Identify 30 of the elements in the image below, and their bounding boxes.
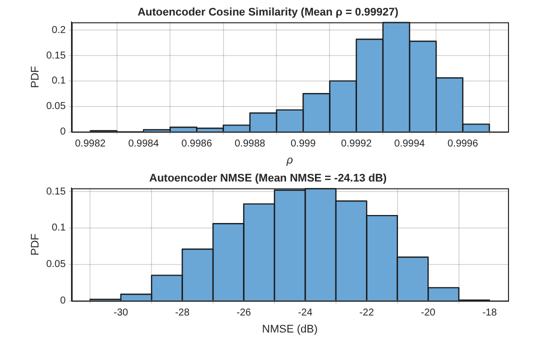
- y-tick-label: 0.15: [46, 186, 66, 198]
- x-tick-label: -30: [114, 308, 128, 319]
- x-tick-label: 0.9982: [74, 138, 106, 150]
- y-axis-title: PDF: [30, 66, 42, 88]
- x-tick-label: 0.9986: [181, 138, 212, 150]
- y-axis-title: PDF: [30, 233, 42, 256]
- x-tick-label: -24: [298, 308, 313, 319]
- x-tick-label: -18: [482, 308, 498, 319]
- x-tick-label: 0.9988: [234, 138, 266, 150]
- x-tick-label: -20: [420, 308, 436, 319]
- x-axis-title: ρ: [286, 154, 293, 166]
- y-tick-label: 0.1: [52, 76, 66, 87]
- x-tick-label: 0.999: [290, 138, 316, 150]
- x-tick-label: -26: [236, 308, 252, 319]
- x-tick-label: -28: [175, 308, 190, 319]
- x-tick-label: 0.9984: [128, 138, 160, 150]
- y-tick-label: 0.05: [46, 101, 66, 112]
- y-tick-label: 0.15: [46, 50, 66, 62]
- x-tick-label: -22: [359, 308, 374, 319]
- y-tick-label: 0.05: [46, 259, 66, 270]
- x-tick-label: 0.9996: [447, 138, 478, 150]
- y-tick-label: 0.1: [52, 222, 66, 234]
- chart-title: Autoencoder Cosine Similarity (Mean ρ = 0.99927): [138, 6, 399, 19]
- chart-title: Autoencoder NMSE (Mean NMSE = -24.13 dB): [149, 172, 388, 185]
- y-tick-label: 0.2: [52, 24, 66, 36]
- x-tick-label: 0.9992: [341, 138, 372, 150]
- x-axis-title: NMSE (dB): [262, 323, 318, 336]
- y-tick-label: 0: [60, 296, 66, 307]
- x-tick-label: 0.9994: [394, 138, 426, 150]
- y-tick-label: 0: [60, 126, 66, 138]
